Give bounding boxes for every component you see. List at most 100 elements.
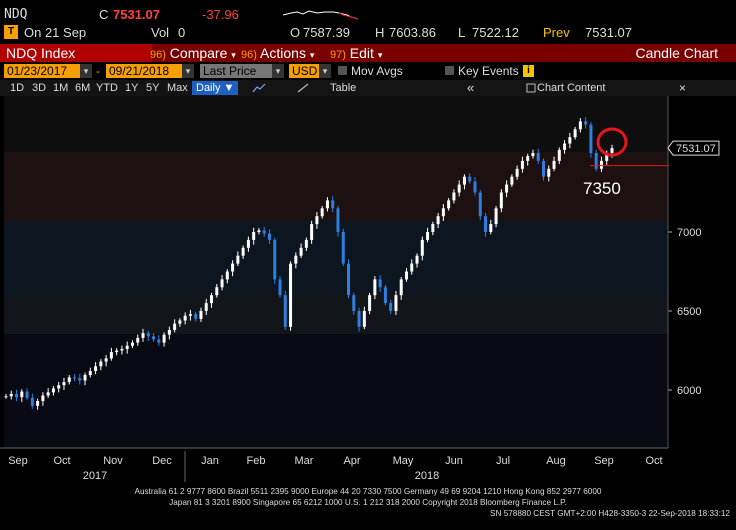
period-max[interactable]: Max	[167, 82, 188, 94]
candle-body	[115, 350, 119, 353]
band-6000	[4, 334, 668, 448]
candle-body	[157, 339, 161, 343]
x-month-label: Jun	[445, 455, 463, 467]
candle-body	[194, 314, 198, 319]
candle-body	[362, 311, 366, 327]
last-price-tag: 7531.07	[667, 140, 720, 156]
x-month-label: Mar	[295, 455, 314, 467]
period-toolbar: 1D 3D 1M 6M YTD 1Y 5Y Max Daily ▼ Table …	[0, 80, 736, 96]
candle-body	[130, 342, 134, 346]
candle-body	[88, 371, 92, 375]
candle-body	[594, 153, 598, 169]
prev-label: Prev	[543, 25, 570, 40]
x-month-label: Jan	[201, 455, 219, 467]
period-6m[interactable]: 6M	[75, 82, 91, 94]
candle-body	[204, 303, 208, 311]
chart-content-button[interactable]: Chart Content	[537, 82, 606, 94]
x-axis: Sep Oct Nov Dec Jan Feb Mar Apr May Jun Jul Aug Sep O…	[0, 447, 668, 482]
footer-line-1: Australia 61 2 9777 8600 Brazil 5511 239…	[134, 487, 602, 496]
close-icon[interactable]: ×	[679, 81, 687, 95]
footer: Australia 61 2 9777 8600 Brazil 5511 239…	[0, 485, 736, 530]
actions-button[interactable]: 96) Actions ▾	[241, 45, 315, 61]
candle-body	[484, 216, 488, 232]
calendar-start-icon[interactable]: ▾	[80, 64, 92, 78]
period-5y[interactable]: 5Y	[146, 82, 160, 94]
draw-icon[interactable]	[297, 83, 309, 93]
title-bar: NDQ Index 96) Compare ▾ 96) Actions ▾ 97…	[0, 44, 736, 62]
security-field[interactable]: NDQ Index	[0, 44, 152, 62]
field-dropdown-icon[interactable]: ▾	[272, 64, 284, 78]
candle-body	[273, 239, 277, 280]
candle-body	[46, 392, 50, 396]
candle-body	[199, 311, 203, 319]
candle-body	[246, 239, 250, 248]
currency-select[interactable]: USD	[289, 64, 319, 78]
x-month-label: Feb	[247, 455, 266, 467]
frequency-select[interactable]: Daily ▼	[192, 81, 239, 95]
candle-body	[505, 184, 509, 193]
candle-body	[67, 377, 71, 383]
x-month-label: Apr	[343, 455, 360, 467]
candle-body	[410, 263, 414, 272]
compare-button[interactable]: 96) Compare ▾	[150, 45, 236, 61]
candle-body	[41, 395, 45, 402]
prev-value: 7531.07	[585, 25, 632, 40]
end-date-input[interactable]: 09/21/2018	[106, 64, 182, 78]
candle-body	[473, 181, 477, 193]
candle-body	[20, 391, 24, 398]
period-1m[interactable]: 1M	[53, 82, 69, 94]
candle-body	[447, 200, 451, 209]
collapse-icon[interactable]: «	[467, 80, 475, 95]
candle-body	[584, 121, 588, 125]
close-label: C	[99, 7, 109, 22]
highlight-circle	[596, 127, 628, 157]
candle-body	[415, 255, 419, 264]
candle-body	[599, 160, 603, 169]
x-month-label: Jul	[496, 455, 510, 467]
mov-avgs-checkbox[interactable]	[338, 66, 347, 75]
band-7000	[4, 221, 668, 294]
field-select[interactable]: Last Price	[200, 64, 274, 78]
candle-body	[605, 153, 609, 161]
period-3d[interactable]: 3D	[32, 82, 47, 94]
candle-body	[431, 224, 435, 232]
y-tick-label: 6000	[677, 385, 701, 397]
low-label: L	[458, 25, 466, 40]
candle-body	[257, 230, 261, 232]
candle-body	[394, 295, 398, 311]
key-events-checkbox[interactable]	[445, 66, 454, 75]
candle-chart[interactable]: 7350 6000 6500 7000 7531.07 Sep Oct Nov Dec Ja…	[0, 96, 736, 485]
candle-body	[141, 333, 145, 338]
candle-body	[283, 295, 287, 327]
high-label: H	[375, 25, 385, 40]
candle-body	[536, 153, 540, 161]
candle-body	[441, 208, 445, 217]
candle-body	[373, 279, 377, 296]
period-ytd[interactable]: YTD	[96, 82, 118, 94]
candle-body	[120, 348, 124, 351]
candle-body	[552, 160, 556, 169]
candle-body	[278, 279, 282, 296]
currency-dropdown-icon[interactable]: ▾	[319, 64, 331, 78]
x-month-label: Oct	[53, 455, 70, 467]
candle-body	[404, 271, 408, 280]
candle-body	[109, 352, 113, 359]
x-month-label: Dec	[152, 455, 172, 467]
candle-body	[167, 329, 171, 335]
table-button[interactable]: Table	[330, 82, 357, 94]
start-date-input[interactable]: 01/23/2017	[4, 64, 80, 78]
info-icon[interactable]: i	[523, 65, 534, 77]
candle-body	[178, 320, 182, 324]
footer-line-3: SN 578880 CEST GMT+2:00 H428-3350-3 22-S…	[490, 509, 730, 518]
candle-body	[420, 239, 424, 256]
calendar-end-icon[interactable]: ▾	[182, 64, 194, 78]
candle-body	[304, 239, 308, 248]
period-1d[interactable]: 1D	[10, 82, 25, 94]
edit-button[interactable]: 97) Edit ▾	[330, 45, 383, 61]
ticker: NDQ	[4, 7, 28, 22]
candle-body	[183, 315, 187, 321]
band-6500	[4, 294, 668, 334]
line-chart-icon[interactable]	[252, 83, 266, 93]
period-1y[interactable]: 1Y	[125, 82, 139, 94]
y-tick-label: 7000	[677, 227, 701, 239]
